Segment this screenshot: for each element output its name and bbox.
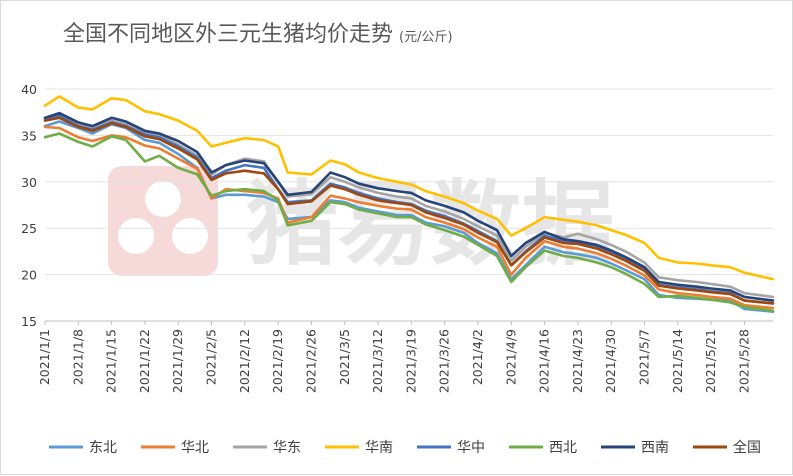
x-tick-label: 2021/4/30 [603, 329, 618, 393]
watermark-logo-circle-left [118, 218, 154, 254]
x-tick-label: 2021/5/28 [736, 329, 751, 393]
x-tick-label: 2021/5/21 [703, 329, 718, 393]
series-line-全国 [43, 116, 775, 305]
legend-label: 西北 [549, 440, 577, 456]
series-line-华北 [43, 125, 775, 310]
series-lines [43, 95, 775, 313]
watermark-logo-circle-top [145, 181, 181, 217]
y-tick-label: 35 [21, 128, 37, 143]
x-tick-label: 2021/2/19 [270, 329, 285, 393]
legend-label: 华东 [273, 440, 301, 456]
watermark-logo-circle-right [172, 218, 208, 254]
x-tick-label: 2021/2/26 [303, 329, 318, 393]
x-tick-label: 2021/1/8 [70, 329, 85, 385]
x-tick-label: 2021/5/7 [637, 329, 652, 385]
y-tick-label: 20 [21, 268, 37, 283]
chart-title: 全国不同地区外三元生猪均价走势 [63, 22, 393, 47]
x-tick-label: 2021/2/12 [237, 329, 252, 393]
x-tick-label: 2021/4/2 [470, 329, 485, 385]
x-tick-label: 2021/5/14 [670, 329, 685, 393]
y-tick-label: 40 [21, 82, 37, 97]
legend-label: 东北 [89, 440, 117, 456]
y-axis-ticks: 15 20 25 30 35 40 [21, 82, 37, 329]
series-line-西北 [43, 132, 775, 313]
x-tick-label: 2021/3/26 [437, 329, 452, 393]
watermark: 猪易数据 [108, 166, 614, 278]
x-tick-label: 2021/4/16 [537, 329, 552, 393]
x-tick-label: 2021/1/29 [170, 329, 185, 393]
series-line-华东 [43, 115, 775, 299]
x-tick-label: 2021/2/5 [204, 329, 219, 385]
x-tick-label: 2021/1/1 [37, 329, 52, 385]
series-line-东北 [43, 120, 775, 313]
x-axis-ticks: 2021/1/1 2021/1/8 2021/1/15 2021/1/22 2021/1… [37, 321, 751, 393]
x-tick-label: 2021/3/5 [337, 329, 352, 385]
legend-label: 华中 [457, 440, 485, 456]
series-line-西南 [43, 111, 775, 302]
y-tick-label: 15 [21, 314, 37, 329]
y-tick-label: 25 [21, 221, 37, 236]
series-line-华南 [43, 95, 775, 281]
x-tick-label: 2021/4/23 [570, 329, 585, 393]
x-tick-label: 2021/4/9 [503, 329, 518, 385]
legend-label: 华南 [365, 440, 393, 456]
legend-label: 华北 [181, 440, 209, 456]
legend-label: 全国 [733, 439, 761, 456]
legend-label: 西南 [641, 440, 669, 456]
x-tick-label: 2021/1/22 [137, 329, 152, 393]
legend: 东北 华北 华东 华南 华中 西北 西南 全国 [49, 439, 761, 456]
chart-unit: (元/公斤) [399, 30, 453, 45]
y-tick-label: 30 [21, 175, 37, 190]
x-tick-label: 2021/3/19 [403, 329, 418, 393]
x-tick-label: 2021/1/15 [104, 329, 119, 393]
x-tick-label: 2021/3/12 [370, 329, 385, 393]
